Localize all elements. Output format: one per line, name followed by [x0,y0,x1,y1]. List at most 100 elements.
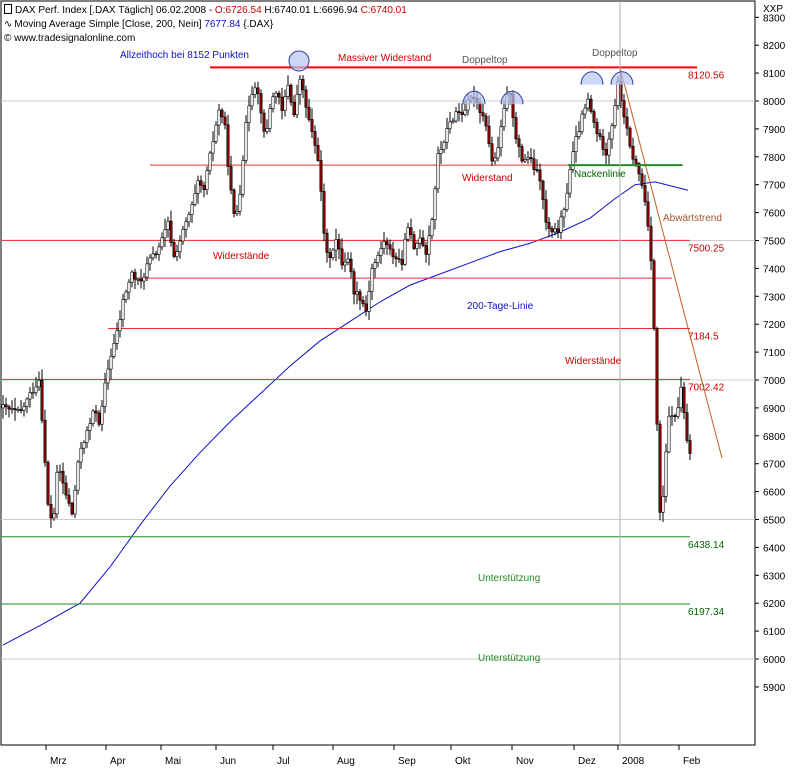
candle-body-180 [541,180,545,201]
header-close: C:6740.01 [360,5,407,16]
candle-147 [442,140,446,153]
candle-body-30 [91,410,95,424]
candle-body-114 [343,261,347,266]
candle-4 [13,397,17,421]
candle-192 [577,121,581,140]
candle-217 [652,258,656,331]
candle-body-208 [625,116,629,129]
candle-body-76 [229,166,233,191]
candle-body-21 [64,482,68,496]
candle-33 [100,400,104,432]
candle-body-64 [193,193,197,205]
x-tick-label-8: Nov [516,756,534,767]
candle-106 [319,150,323,202]
candle-body-89 [268,108,272,129]
candle-body-100 [301,79,305,91]
annotation-6: Abwärtstrend [663,213,722,224]
header-ma-suffix: {.DAX} [240,19,274,30]
candle-body-101 [304,89,308,108]
candle-187 [562,207,566,228]
candles [1,71,692,528]
candle-body-112 [337,239,341,250]
candle-20 [61,462,65,495]
candle-194 [583,103,587,119]
candle-body-73 [220,109,224,118]
y-tick-label-6800: 6800 [763,432,786,443]
candle-body-84 [253,87,257,95]
candle-body-23 [70,502,74,515]
candle-body-24 [73,489,77,515]
y-tick-label-8300: 8300 [763,13,786,24]
candle-body-27 [82,442,86,449]
candle-129 [388,239,392,256]
candle-body-4 [13,408,17,411]
candle-body-82 [247,105,251,123]
candle-body-97 [292,101,296,116]
candle-98 [295,84,299,119]
candle-137 [412,231,416,251]
candle-219 [658,420,662,521]
candle-body-109 [328,252,332,258]
header-line-2: ∿ Moving Average Simple [Close, 200, Nein… [4,18,407,32]
candle-body-55 [166,220,170,230]
candle-body-187 [562,209,566,218]
candle-49 [148,254,152,271]
candle-body-46 [139,278,143,282]
candle-221 [664,443,668,503]
candle-body-71 [214,124,218,142]
candle-76 [229,155,233,195]
chart-header: DAX Perf. Index [.DAX Täglich] 06.02.200… [4,4,407,46]
candle-1 [4,397,8,416]
candle-6 [19,400,23,414]
candle-43 [130,270,134,288]
candle-body-66 [199,180,203,186]
candle-115 [346,252,350,266]
candle-body-143 [430,219,434,237]
candle-body-195 [586,98,590,109]
candle-body-56 [169,220,173,243]
candle-201 [604,142,608,166]
candle-body-229 [688,440,692,454]
candle-body-83 [250,94,254,107]
candle-body-13 [40,379,44,421]
candle-body-192 [577,131,581,137]
candle-body-96 [289,84,293,103]
candle-139 [418,229,422,249]
candle-162 [487,115,491,148]
candle-5 [16,406,20,413]
candle-body-154 [463,109,467,115]
candle-body-85 [256,87,260,94]
candle-215 [646,191,650,231]
candle-36 [109,348,113,380]
candle-body-134 [403,238,407,265]
candle-body-17 [52,513,56,519]
candle-body-110 [331,249,335,258]
annotation-1: Massiver Widerstand [338,53,431,64]
candle-body-139 [418,237,422,244]
candle-body-77 [232,189,236,214]
x-tick-label-0: Mrz [50,756,67,767]
candle-body-33 [100,405,104,425]
candle-119 [358,288,362,311]
y-tick-label-8200: 8200 [763,41,786,52]
candle-228 [685,403,689,444]
candle-197 [592,109,596,129]
candle-body-15 [46,462,50,505]
candle-97 [292,95,296,118]
candle-188 [565,183,569,212]
candle-179 [538,163,542,191]
candle-body-214 [643,185,647,203]
candle-body-62 [187,214,191,223]
candle-body-205 [616,80,620,106]
candle-body-99 [298,79,302,95]
x-tick-label-7: Okt [455,756,471,767]
candle-body-60 [181,229,185,242]
candle-225 [676,397,680,419]
top-marker-1 [462,90,486,105]
candle-body-32 [97,412,101,425]
horizontal-levels: 8120.56 7500.25 7184.5 7002.42 6438.14 6197.3… [1,66,725,618]
candle-body-16 [49,503,53,519]
candle-64 [193,184,197,207]
candle-body-57 [172,242,176,257]
